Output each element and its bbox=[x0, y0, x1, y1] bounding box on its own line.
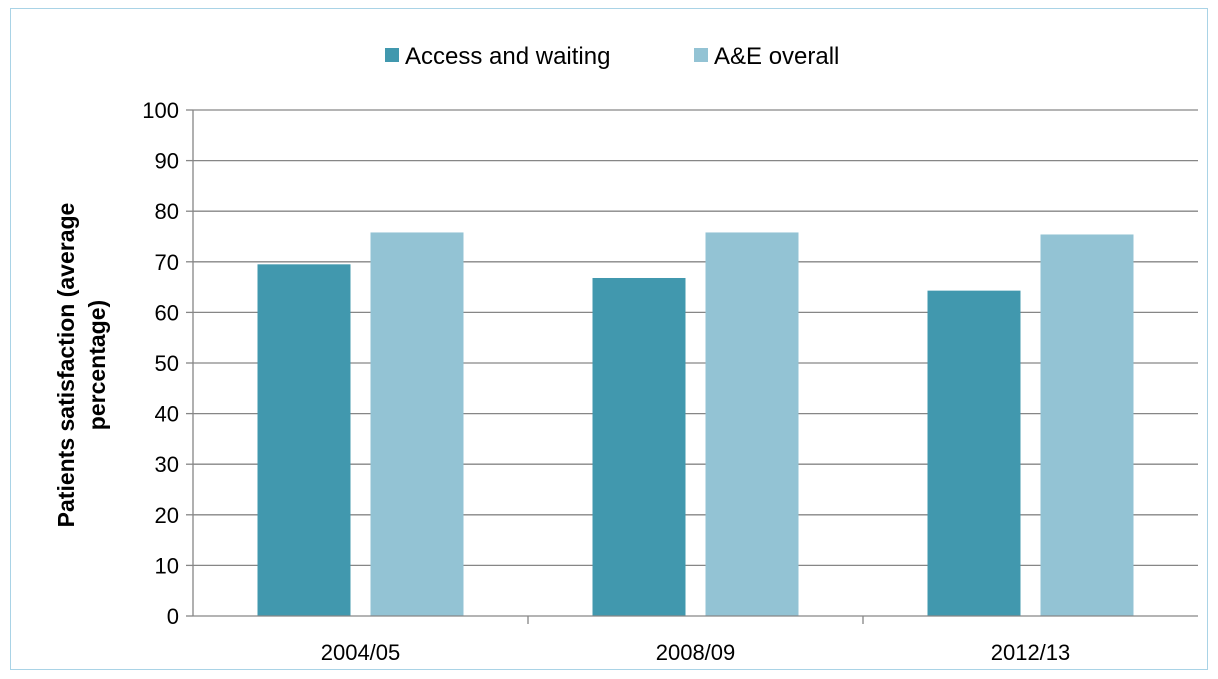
bar-a-e-overall-2004-05 bbox=[370, 232, 464, 616]
bar-a-e-overall-2008-09 bbox=[705, 232, 799, 616]
y-tick-label: 30 bbox=[155, 452, 179, 477]
bars bbox=[257, 232, 1134, 616]
bar-a-e-overall-2012-13 bbox=[1040, 234, 1134, 616]
y-axis-title: Patients satisfaction (average percentag… bbox=[53, 203, 110, 528]
x-tick-label: 2008/09 bbox=[656, 640, 736, 665]
x-tick-label: 2004/05 bbox=[321, 640, 401, 665]
y-tick-label: 50 bbox=[155, 351, 179, 376]
legend-label-ae-overall: A&E overall bbox=[714, 43, 839, 70]
y-tick-label: 60 bbox=[155, 300, 179, 325]
gridlines bbox=[186, 109, 1198, 617]
legend-swatch-ae-overall bbox=[694, 48, 708, 62]
y-tick-label: 10 bbox=[155, 553, 179, 578]
legend-label-access-and-waiting: Access and waiting bbox=[405, 43, 610, 70]
y-tick-label: 40 bbox=[155, 402, 179, 427]
y-tick-label: 20 bbox=[155, 503, 179, 528]
bar-access-and-waiting-2008-09 bbox=[592, 277, 686, 616]
y-axis-title-line-2: percentage) bbox=[84, 300, 110, 430]
y-tick-label: 80 bbox=[155, 199, 179, 224]
legend-swatch-access-and-waiting bbox=[385, 48, 399, 62]
y-tick-label: 90 bbox=[155, 149, 179, 174]
y-axis-title-line-1: Patients satisfaction (average bbox=[53, 203, 79, 528]
bar-access-and-waiting-2004-05 bbox=[257, 264, 351, 616]
axes bbox=[192, 110, 1198, 624]
y-tick-label: 70 bbox=[155, 250, 179, 275]
bar-access-and-waiting-2012-13 bbox=[927, 290, 1021, 616]
y-tick-labels: 0 10 20 30 40 50 60 70 80 90 100 bbox=[142, 98, 179, 629]
x-tick-label: 2012/13 bbox=[991, 640, 1071, 665]
legend: Access and waiting A&E overall bbox=[385, 43, 839, 70]
x-tick-labels: 2004/05 2008/09 2012/13 bbox=[321, 640, 1071, 665]
y-tick-label: 100 bbox=[142, 98, 179, 123]
y-tick-label: 0 bbox=[167, 604, 179, 629]
